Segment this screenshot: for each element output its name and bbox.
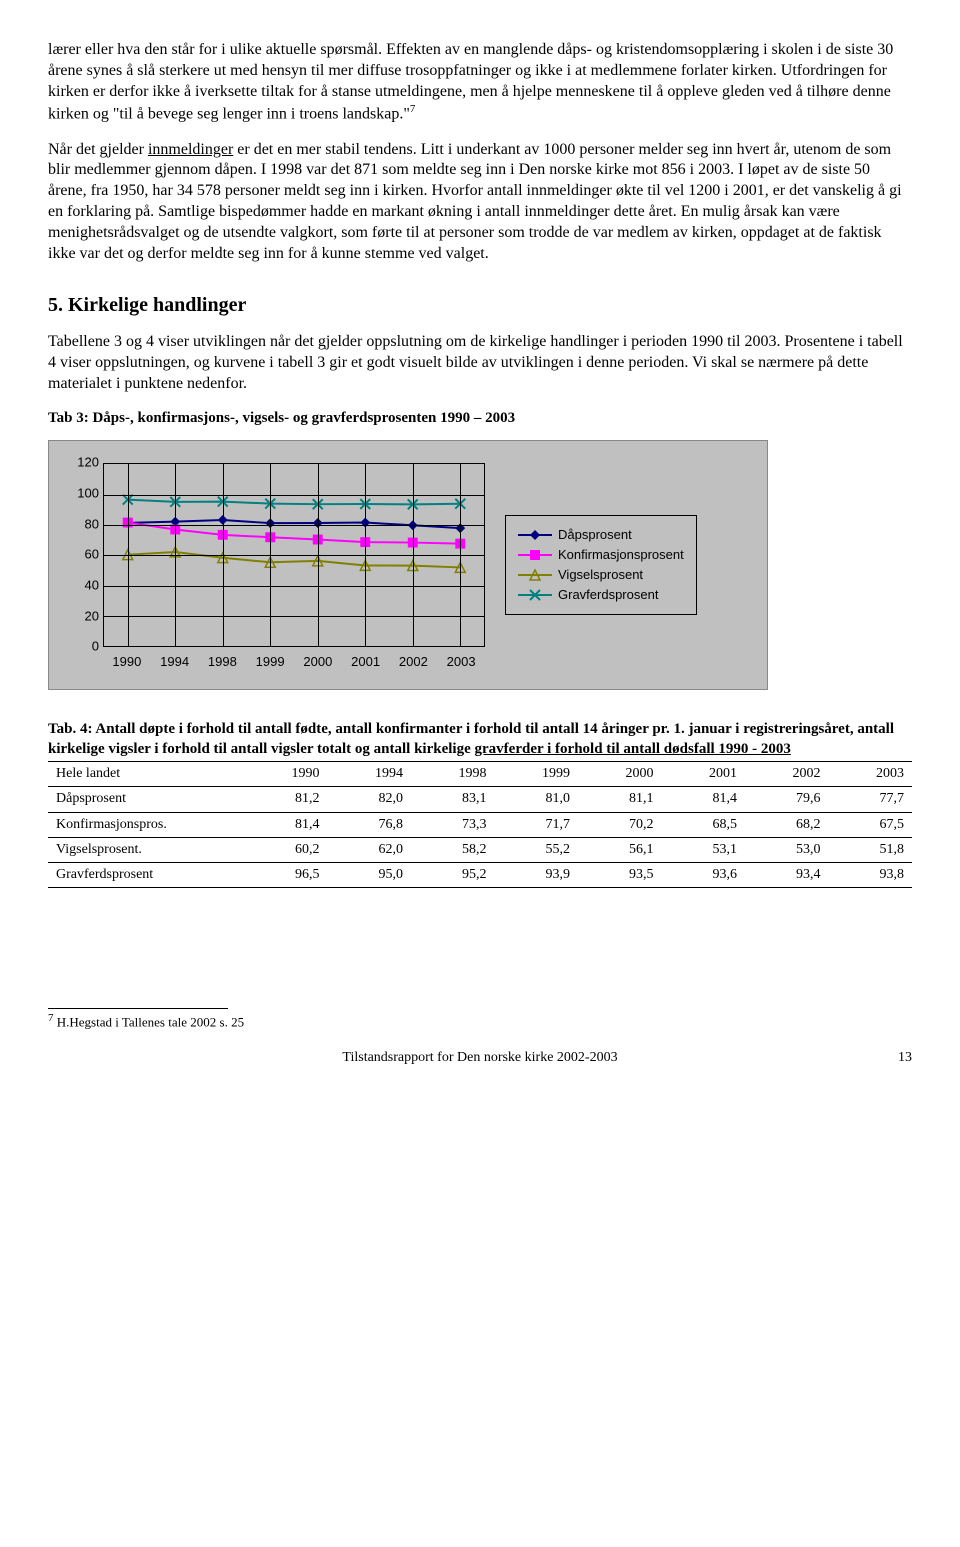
chart-plot-area: 0 20 40 60 80 100 120 1990 1994 1998 1999 2000 2001… — [63, 455, 493, 675]
table-cell: 93,5 — [578, 862, 662, 887]
table-cell: 53,1 — [662, 837, 746, 862]
tab4-title: Tab. 4: Antall døpte i forhold til antal… — [48, 720, 912, 759]
table-cell: 77,7 — [829, 787, 913, 812]
table-cell: 93,8 — [829, 862, 913, 887]
para2-underline: innmeldinger — [148, 141, 233, 158]
table-cell: 93,6 — [662, 862, 746, 887]
table-cell: 93,9 — [495, 862, 579, 887]
table-cell: 81,4 — [662, 787, 746, 812]
table-cell: 81,0 — [495, 787, 579, 812]
table-cell: 58,2 — [411, 837, 495, 862]
table-row-label: Vigselsprosent. — [48, 837, 244, 862]
table-head-year: 2002 — [745, 762, 829, 787]
chart-ytick: 80 — [63, 516, 99, 533]
legend-item: Konfirmasjonsprosent — [518, 547, 684, 564]
table-body: Dåpsprosent81,282,083,181,081,181,479,67… — [48, 787, 912, 888]
table-cell: 56,1 — [578, 837, 662, 862]
chart-xtick: 1990 — [112, 654, 141, 671]
footnote-1: 7 H.Hegstad i Tallenes tale 2002 s. 25 — [48, 1011, 912, 1031]
footnote-separator — [48, 1008, 228, 1009]
table-head-year: 2000 — [578, 762, 662, 787]
table-row: Konfirmasjonspros.81,476,873,371,770,268… — [48, 812, 912, 837]
table-head-year: 1998 — [411, 762, 495, 787]
chart-ytick: 0 — [63, 639, 99, 656]
table-head-year: 2001 — [662, 762, 746, 787]
table-cell: 51,8 — [829, 837, 913, 862]
table-head-year: 1990 — [244, 762, 328, 787]
chart-xtick: 1998 — [208, 654, 237, 671]
table-row: Vigselsprosent.60,262,058,255,256,153,15… — [48, 837, 912, 862]
tab3-title: Tab 3: Dåps-, konfirmasjons-, vigsels- o… — [48, 409, 912, 429]
paragraph-1: lærer eller hva den står for i ulike akt… — [48, 40, 912, 126]
table-head-year: 1994 — [328, 762, 412, 787]
table-cell: 60,2 — [244, 837, 328, 862]
paragraph-2: Når det gjelder innmeldinger er det en m… — [48, 140, 912, 265]
table-cell: 81,4 — [244, 812, 328, 837]
table-cell: 96,5 — [244, 862, 328, 887]
table-cell: 76,8 — [328, 812, 412, 837]
table-row: Gravferdsprosent96,595,095,293,993,593,6… — [48, 862, 912, 887]
table-head-year: 2003 — [829, 762, 913, 787]
chart-xtick: 2001 — [351, 654, 380, 671]
chart-xtick: 1999 — [256, 654, 285, 671]
chart-xtick: 1994 — [160, 654, 189, 671]
table-cell: 68,2 — [745, 812, 829, 837]
table-cell: 82,0 — [328, 787, 412, 812]
table-row: Dåpsprosent81,282,083,181,081,181,479,67… — [48, 787, 912, 812]
table-cell: 70,2 — [578, 812, 662, 837]
page-number: 13 — [898, 1049, 912, 1067]
table-cell: 55,2 — [495, 837, 579, 862]
table-cell: 95,0 — [328, 862, 412, 887]
table-cell: 62,0 — [328, 837, 412, 862]
table-cell: 53,0 — [745, 837, 829, 862]
footnote-text: H.Hegstad i Tallenes tale 2002 s. 25 — [54, 1014, 245, 1029]
chart-ytick: 40 — [63, 577, 99, 594]
para2-a: Når det gjelder — [48, 141, 148, 158]
table-row-label: Konfirmasjonspros. — [48, 812, 244, 837]
para2-b: er det en mer stabil tendens. Litt i und… — [48, 141, 902, 262]
table-tab4: Hele landet19901994199819992000200120022… — [48, 761, 912, 888]
chart-ytick: 60 — [63, 547, 99, 564]
table-row-label: Gravferdsprosent — [48, 862, 244, 887]
chart-ytick: 20 — [63, 608, 99, 625]
legend-item: Dåpsprosent — [518, 527, 684, 544]
chart-tab3: 0 20 40 60 80 100 120 1990 1994 1998 1999 2000 2001… — [48, 440, 768, 690]
table-row-label: Dåpsprosent — [48, 787, 244, 812]
table-cell: 93,4 — [745, 862, 829, 887]
footer-title: Tilstandsrapport for Den norske kirke 20… — [342, 1050, 617, 1065]
chart-ytick: 100 — [63, 485, 99, 502]
footnote-ref-1: 7 — [410, 103, 416, 115]
table-cell: 81,2 — [244, 787, 328, 812]
legend-item: Vigselsprosent — [518, 567, 684, 584]
table-cell: 71,7 — [495, 812, 579, 837]
chart-xtick: 2000 — [303, 654, 332, 671]
chart-legend: Dåpsprosent Konfirmasjonsprosent Vigselspr… — [505, 515, 697, 616]
table-cell: 73,3 — [411, 812, 495, 837]
para1-text: lærer eller hva den står for i ulike akt… — [48, 41, 893, 123]
table-cell: 83,1 — [411, 787, 495, 812]
section-heading: 5. Kirkelige handlinger — [48, 292, 912, 318]
legend-item: Gravferdsprosent — [518, 587, 684, 604]
table-cell: 67,5 — [829, 812, 913, 837]
chart-xtick: 2003 — [447, 654, 476, 671]
page-footer: Tilstandsrapport for Den norske kirke 20… — [48, 1049, 912, 1067]
table-head-year: 1999 — [495, 762, 579, 787]
paragraph-3: Tabellene 3 og 4 viser utviklingen når d… — [48, 332, 912, 394]
table-head-label: Hele landet — [48, 762, 244, 787]
table-cell: 81,1 — [578, 787, 662, 812]
table-cell: 95,2 — [411, 862, 495, 887]
chart-xtick: 2002 — [399, 654, 428, 671]
chart-ytick: 120 — [63, 455, 99, 472]
table-cell: 79,6 — [745, 787, 829, 812]
table-cell: 68,5 — [662, 812, 746, 837]
tab4-title-underline: gravferder i forhold til antall dødsfall… — [475, 741, 791, 757]
table-header-row: Hele landet19901994199819992000200120022… — [48, 762, 912, 787]
